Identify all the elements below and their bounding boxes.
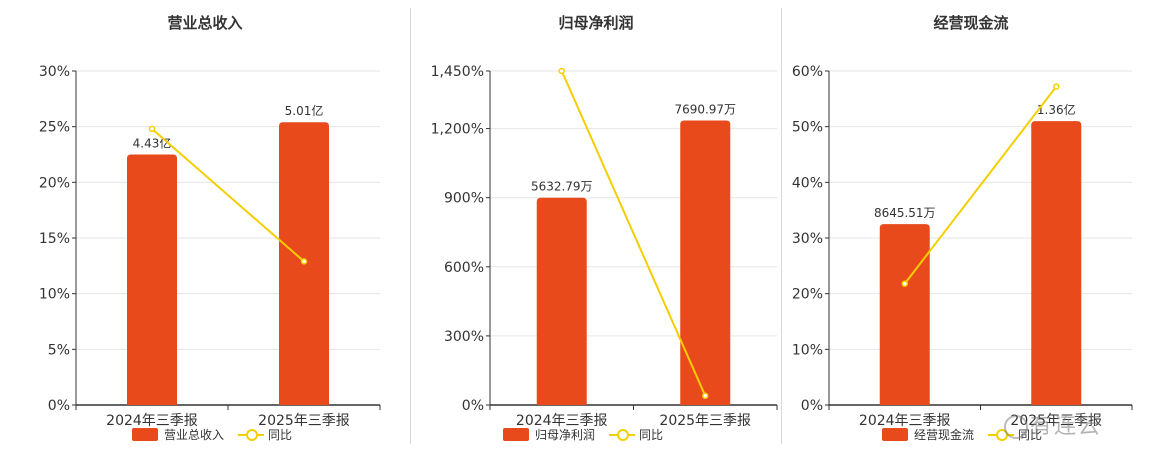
yoy-line xyxy=(560,70,707,397)
legend-line-swatch xyxy=(609,428,636,441)
y-tick-label: 900% xyxy=(444,191,484,207)
chart-panel-revenue: 营业总收入 0% 5% 10% 15% 20% 25% 30% 2024年三季报 2025年三季… xyxy=(0,0,410,450)
legend-line-label: 同比 xyxy=(268,428,293,442)
yoy-point xyxy=(148,125,156,133)
yoy-point xyxy=(558,67,565,75)
x-tick-label: 2024年三季报 xyxy=(106,413,198,429)
y-tick-label: 30% xyxy=(39,64,70,80)
y-tick-label: 10% xyxy=(792,342,823,358)
bar-data-label: 7690.97万 xyxy=(674,103,736,117)
bar-data-label: 1.36亿 xyxy=(1037,102,1076,117)
legend-line-label: 同比 xyxy=(639,428,664,442)
bar xyxy=(879,224,930,405)
y-tick-label: 60% xyxy=(792,64,823,80)
legend: 营业总收入 同比 xyxy=(132,426,292,443)
y-tick-label: 1,450% xyxy=(431,64,484,80)
legend-bar-swatch xyxy=(882,428,908,441)
y-tick-label: 10% xyxy=(39,287,70,303)
legend-bar-swatch xyxy=(503,428,529,441)
panel-divider xyxy=(781,8,782,444)
x-tick-label: 2024年三季报 xyxy=(516,413,608,429)
y-tick-label: 600% xyxy=(444,260,484,276)
y-tick-label: 0% xyxy=(48,398,70,414)
y-tick-label: 5% xyxy=(48,342,70,358)
legend-bar-swatch xyxy=(132,428,158,441)
y-tick-label: 0% xyxy=(462,398,484,414)
bar-data-label: 5.01亿 xyxy=(285,103,324,118)
bar-data-label: 8645.51万 xyxy=(874,206,936,220)
chart-title: 归母净利润 xyxy=(558,14,634,32)
chart-title: 经营现金流 xyxy=(933,14,1009,32)
yoy-point xyxy=(901,280,908,287)
bar-data-label: 4.43亿 xyxy=(133,136,172,151)
chart-panel-cash-flow: 经营现金流 0% 10% 20% 30% 40% 50% 60% 2024年三季报 2025年三… xyxy=(782,0,1160,450)
chart-svg: 0% 300% 600% 900% 1,200% 1,450% 2024年三季报 2025年三… xyxy=(431,64,778,429)
yoy-line xyxy=(151,128,305,263)
bar xyxy=(127,154,177,405)
y-tick-label: 20% xyxy=(39,175,70,191)
bar xyxy=(680,120,731,405)
watermark: 有连云 xyxy=(1004,408,1102,440)
bar xyxy=(536,197,587,405)
y-tick-label: 1,200% xyxy=(431,122,484,138)
watermark-text: 有连云 xyxy=(1030,414,1103,439)
y-tick-label: 20% xyxy=(792,287,823,303)
watermark-logo-icon xyxy=(1004,415,1028,439)
legend-bar-label: 归母净利润 xyxy=(535,428,596,442)
chart-svg: 0% 10% 20% 30% 40% 50% 60% 2024年三季报 2025年三季报 8645… xyxy=(792,64,1133,429)
x-tick-label: 2024年三季报 xyxy=(859,413,951,429)
chart-panel-net-profit: 归母净利润 0% 300% 600% 900% 1,200% 1,450% 2024年三季报… xyxy=(411,0,781,450)
y-tick-label: 40% xyxy=(792,175,823,191)
y-tick-label: 300% xyxy=(444,329,484,345)
bar-data-label: 5632.79万 xyxy=(531,180,593,194)
bar xyxy=(1031,121,1082,405)
y-tick-label: 50% xyxy=(792,120,823,136)
y-tick-label: 25% xyxy=(39,120,70,136)
x-tick-label: 2025年三季报 xyxy=(1010,413,1102,429)
legend-line-swatch xyxy=(238,428,265,441)
y-tick-label: 0% xyxy=(801,398,823,414)
yoy-point xyxy=(1053,83,1060,90)
x-tick-label: 2025年三季报 xyxy=(659,413,751,429)
panel-divider xyxy=(410,8,411,444)
y-tick-label: 15% xyxy=(39,231,70,247)
chart-svg: 0% 5% 10% 15% 20% 25% 30% 2024年三季报 2025年三季报 4.43亿… xyxy=(39,64,381,429)
y-tick-label: 30% xyxy=(792,231,823,247)
legend-bar-label: 营业总收入 xyxy=(164,428,225,442)
legend: 归母净利润 同比 xyxy=(503,426,663,443)
chart-title: 营业总收入 xyxy=(167,14,243,32)
x-tick-label: 2025年三季报 xyxy=(258,413,350,429)
legend-bar-label: 经营现金流 xyxy=(914,428,975,442)
yoy-point xyxy=(702,392,709,400)
yoy-point xyxy=(300,258,308,265)
yoy-line xyxy=(903,85,1058,285)
